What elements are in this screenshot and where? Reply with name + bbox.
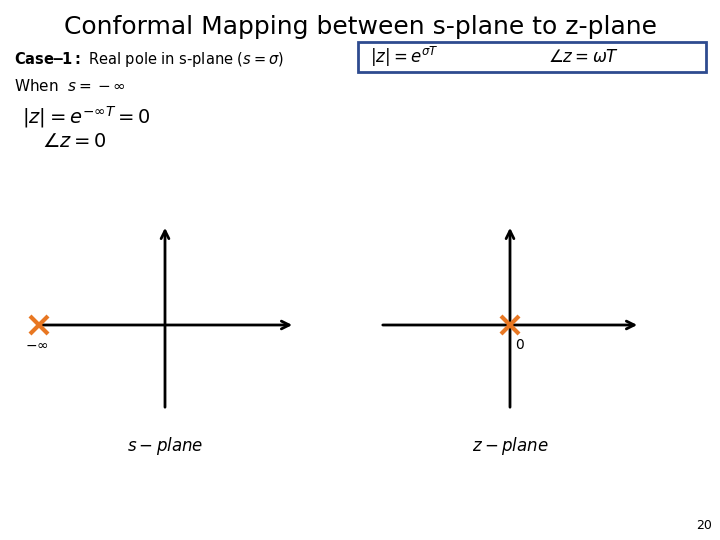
Text: When  $s = -\infty$: When $s = -\infty$	[14, 78, 126, 94]
Text: Conformal Mapping between s-plane to z-plane: Conformal Mapping between s-plane to z-p…	[63, 15, 657, 39]
Text: $|z| = e^{\sigma T}$: $|z| = e^{\sigma T}$	[370, 45, 438, 69]
Text: $0$: $0$	[515, 338, 525, 352]
FancyBboxPatch shape	[358, 42, 706, 72]
Text: $z-plane$: $z-plane$	[472, 435, 549, 457]
Text: $\angle z = 0$: $\angle z = 0$	[42, 132, 107, 151]
Text: $-\infty$: $-\infty$	[25, 338, 49, 352]
Text: $s-plane$: $s-plane$	[127, 435, 203, 457]
Text: $\bf{Case\!\!-\!\!1:}$ Real pole in s-plane $(s = \sigma)$: $\bf{Case\!\!-\!\!1:}$ Real pole in s-pl…	[14, 50, 284, 69]
Text: 20: 20	[696, 519, 712, 532]
Text: $|z| = e^{-\infty T} = 0$: $|z| = e^{-\infty T} = 0$	[22, 104, 150, 130]
Text: $\angle z = \omega T$: $\angle z = \omega T$	[548, 48, 619, 66]
